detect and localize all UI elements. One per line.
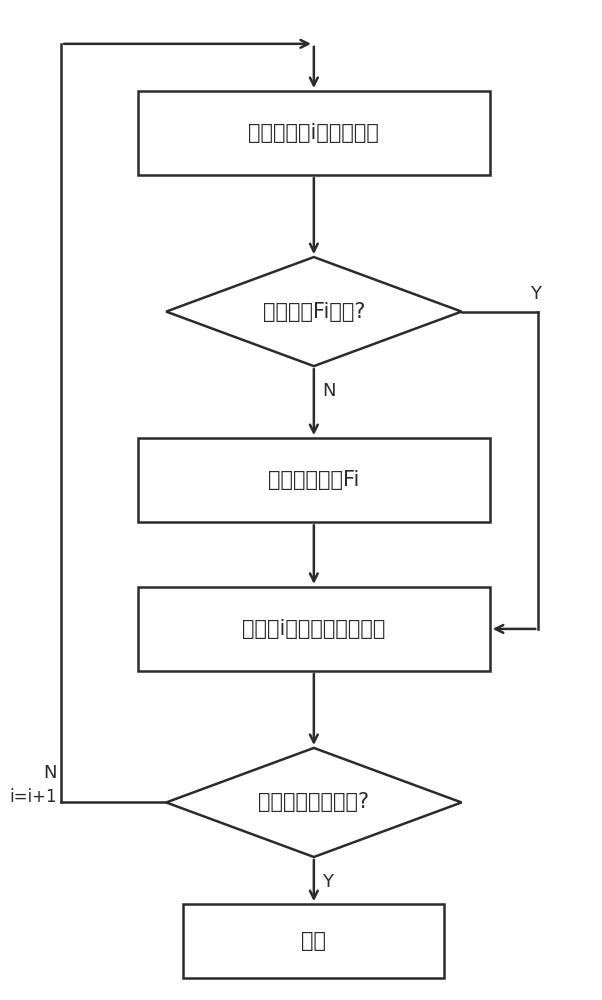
- Bar: [138, 438, 490, 522]
- Text: N: N: [322, 382, 336, 400]
- Text: Y: Y: [530, 285, 541, 303]
- Bar: [183, 904, 444, 978]
- Text: 所有计算任务完成?: 所有计算任务完成?: [258, 792, 370, 812]
- Bar: [138, 587, 490, 671]
- Bar: [138, 91, 490, 175]
- Text: N: N: [43, 764, 57, 782]
- Text: Y: Y: [322, 873, 334, 891]
- Text: 生成状态文件Fi: 生成状态文件Fi: [268, 470, 359, 490]
- Polygon shape: [166, 257, 462, 366]
- Polygon shape: [166, 748, 462, 857]
- Text: 结束: 结束: [302, 931, 326, 951]
- Text: 完成第i个计算任务的计算: 完成第i个计算任务的计算: [242, 619, 385, 639]
- Text: i=i+1: i=i+1: [9, 788, 57, 806]
- Text: 申请分配第i个计算任务: 申请分配第i个计算任务: [249, 123, 379, 143]
- Text: 状态文件Fi存在?: 状态文件Fi存在?: [262, 302, 365, 322]
